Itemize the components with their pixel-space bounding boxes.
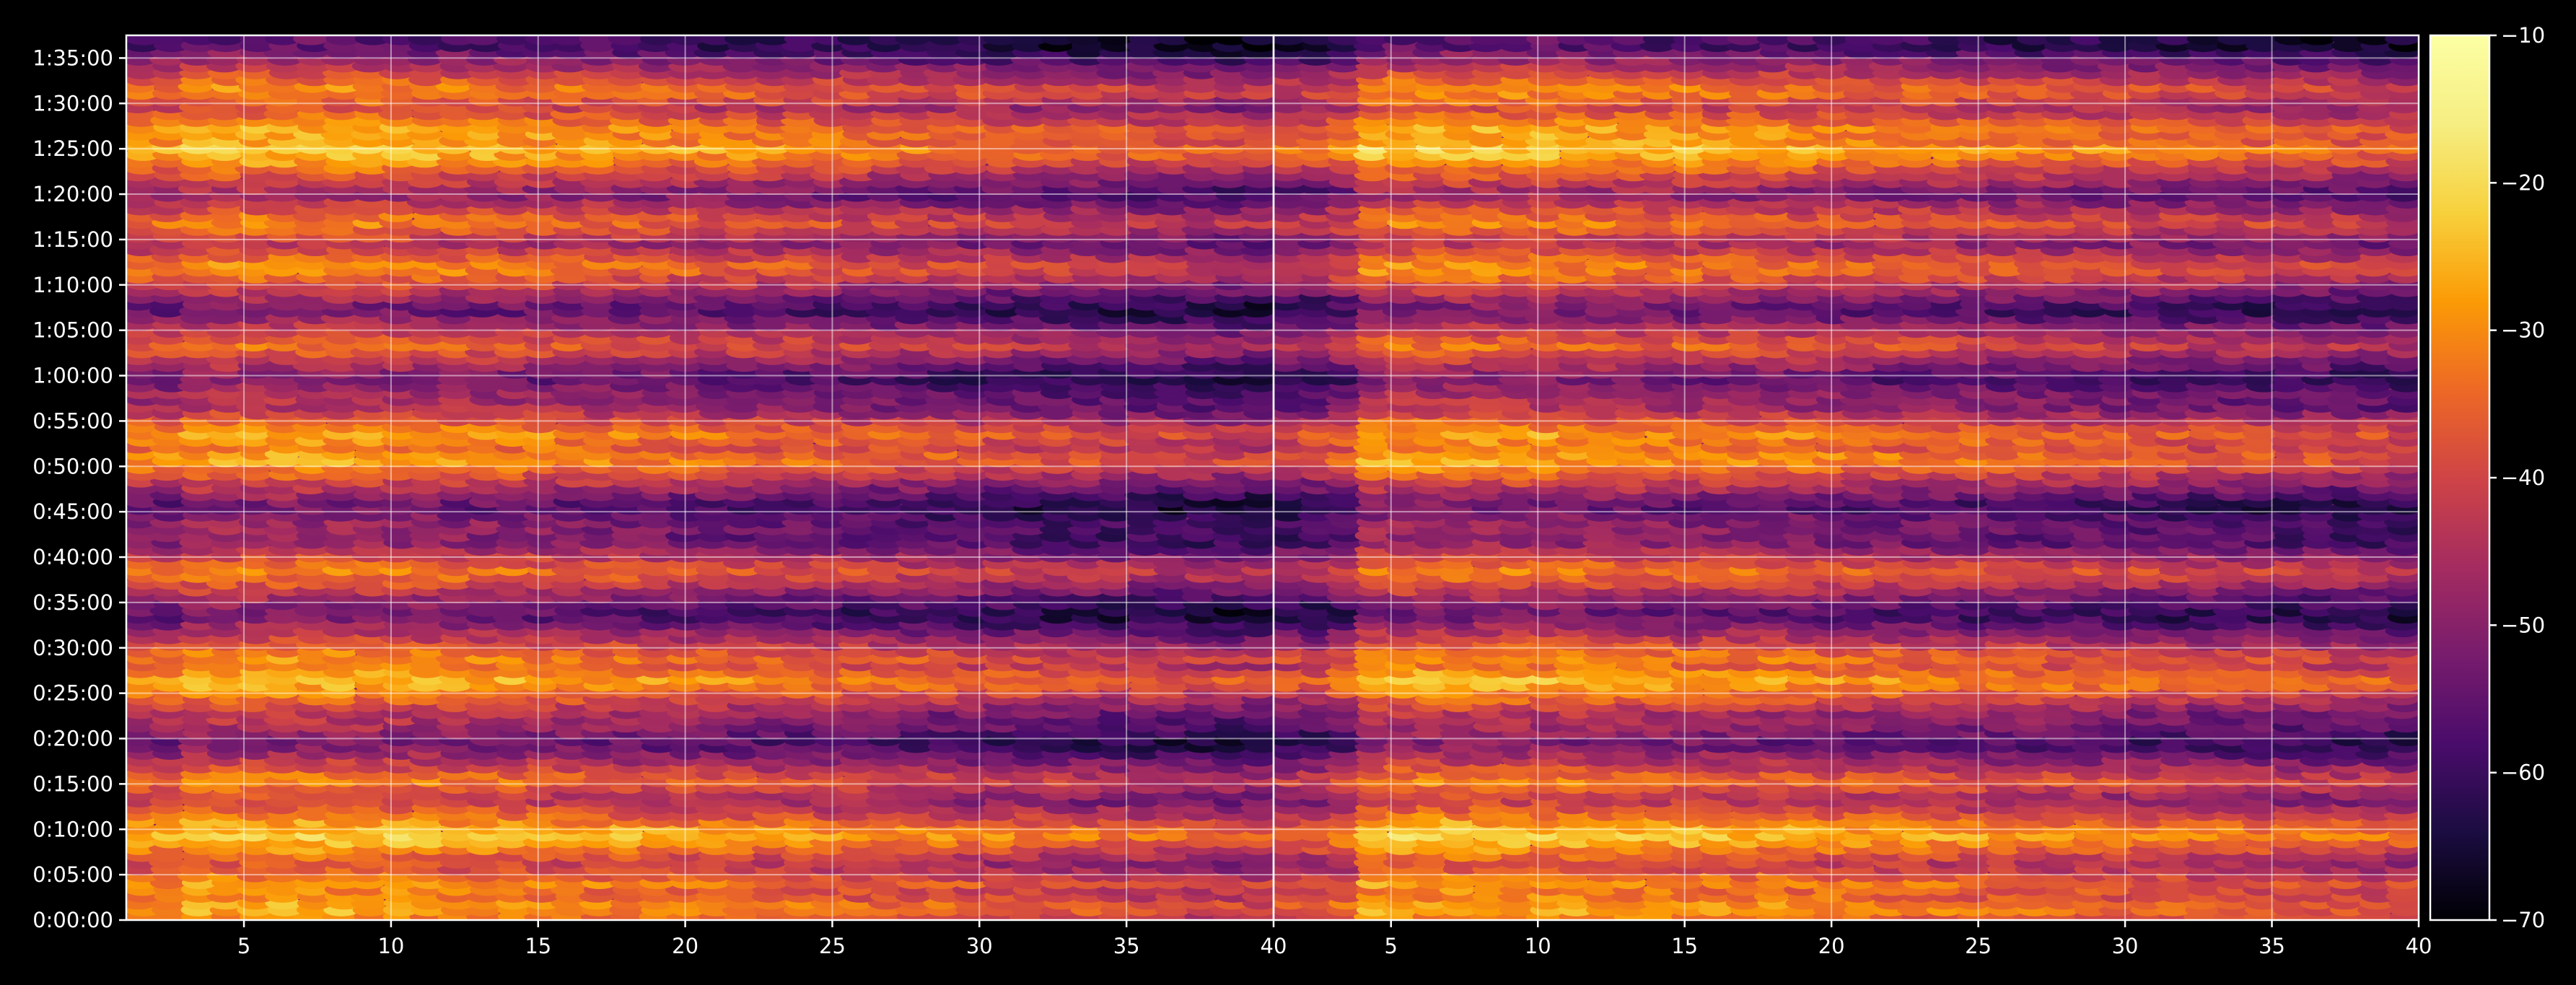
heatmap-panel-left: [126, 35, 1274, 920]
